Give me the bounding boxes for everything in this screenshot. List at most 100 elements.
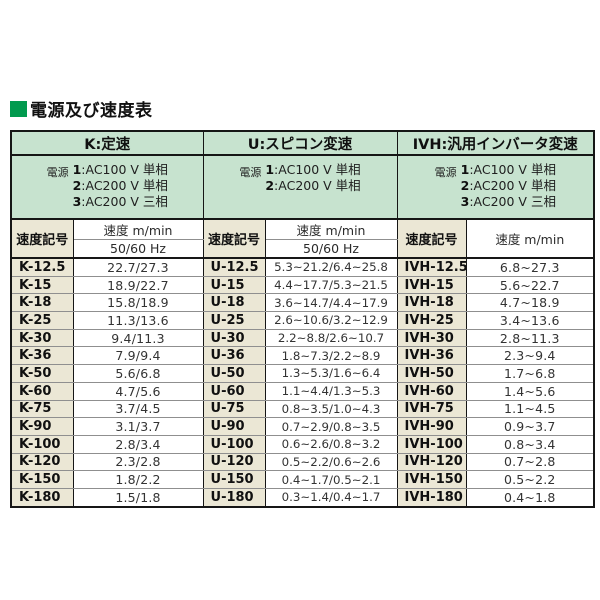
section-heading-row: K:定速 U:スピコン変速 IVH:汎用インバータ変速 bbox=[10, 131, 595, 156]
power-line: 2:AC200 V 単相 bbox=[460, 178, 556, 193]
speed-code-cell: K-180 bbox=[10, 487, 74, 508]
speed-code-cell: K-150 bbox=[10, 470, 74, 489]
speed-code-cell: K-120 bbox=[10, 452, 74, 472]
speed-value-cell: 0.5~2.2/0.6~2.6 bbox=[264, 452, 398, 472]
power-line: 2:AC200 V 単相 bbox=[72, 178, 168, 193]
column-header-row-1: 速度記号 速度 m/min 速度記号 速度 m/min 速度記号 速度 m/mi… bbox=[10, 219, 595, 259]
table-row: K-12.5 22.7/27.3 U-12.5 5.3~21.2/6.4~25.8 IV… bbox=[10, 257, 595, 277]
speed-code-cell: IVH-25 bbox=[396, 311, 467, 330]
col-header-speed-code-u: 速度記号 bbox=[202, 219, 266, 259]
table-row: K-75 3.7/4.5 U-75 0.8~3.5/1.0~4.3 IVH-75 1.1~… bbox=[10, 399, 595, 419]
speed-value-cell: 6.8~27.3 bbox=[465, 257, 595, 277]
speed-value-cell: 2.6~10.6/3.2~12.9 bbox=[264, 311, 398, 330]
speed-code-cell: K-30 bbox=[10, 328, 74, 348]
speed-value-cell: 3.4~13.6 bbox=[465, 311, 595, 330]
col-header-speed-unit-ivh: 速度 m/min bbox=[465, 219, 595, 259]
speed-value-cell: 1.3~5.3/1.6~6.4 bbox=[264, 364, 398, 383]
speed-value-cell: 2.2~8.8/2.6~10.7 bbox=[264, 328, 398, 348]
speed-code-cell: U-15 bbox=[202, 275, 266, 295]
col-header-speed-code-k: 速度記号 bbox=[10, 219, 74, 259]
power-line: 1:AC100 V 単相 bbox=[265, 162, 361, 177]
speed-code-cell: K-60 bbox=[10, 381, 74, 401]
speed-value-cell: 7.9/9.4 bbox=[72, 346, 204, 366]
speed-code-cell: K-100 bbox=[10, 434, 74, 454]
speed-code-cell: U-120 bbox=[202, 452, 266, 472]
speed-code-cell: IVH-90 bbox=[396, 417, 467, 436]
speed-code-cell: U-18 bbox=[202, 293, 266, 313]
speed-value-cell: 4.7/5.6 bbox=[72, 381, 204, 401]
power-label: 電源 bbox=[46, 166, 69, 179]
table-row: K-150 1.8/2.2 U-150 0.4~1.7/0.5~2.1 IVH-150 0… bbox=[10, 470, 595, 489]
speed-code-cell: U-50 bbox=[202, 364, 266, 383]
speed-code-cell: IVH-15 bbox=[396, 275, 467, 295]
speed-code-cell: IVH-30 bbox=[396, 328, 467, 348]
speed-code-cell: IVH-50 bbox=[396, 364, 467, 383]
col-header-hz-k: 50/60 Hz bbox=[72, 239, 204, 259]
speed-value-cell: 1.4~5.6 bbox=[465, 381, 595, 401]
speed-table-body: K-12.5 22.7/27.3 U-12.5 5.3~21.2/6.4~25.8 IV… bbox=[10, 257, 595, 508]
section-heading-u: U:スピコン変速 bbox=[202, 131, 398, 156]
power-line: 3:AC200 V 三相 bbox=[72, 194, 168, 209]
speed-value-cell: 22.7/27.3 bbox=[72, 257, 204, 277]
speed-value-cell: 0.7~2.8 bbox=[465, 452, 595, 472]
power-lines: 1:AC100 V 単相 2:AC200 V 単相 3:AC200 V 三相 bbox=[73, 162, 168, 210]
power-line: 3:AC200 V 三相 bbox=[460, 194, 556, 209]
speed-value-cell: 0.5~2.2 bbox=[465, 470, 595, 489]
speed-value-cell: 0.4~1.7/0.5~2.1 bbox=[264, 470, 398, 489]
speed-code-cell: U-100 bbox=[202, 434, 266, 454]
speed-value-cell: 2.8~11.3 bbox=[465, 328, 595, 348]
table-row: K-18 15.8/18.9 U-18 3.6~14.7/4.4~17.9 IVH-18… bbox=[10, 293, 595, 313]
section-title: 電源及び速度表 bbox=[10, 96, 153, 121]
speed-code-cell: K-75 bbox=[10, 399, 74, 419]
speed-code-cell: U-75 bbox=[202, 399, 266, 419]
speed-code-cell: U-12.5 bbox=[202, 257, 266, 277]
section-heading-k: K:定速 bbox=[10, 131, 204, 156]
speed-value-cell: 4.4~17.7/5.3~21.5 bbox=[264, 275, 398, 295]
power-line: 1:AC100 V 単相 bbox=[460, 162, 556, 177]
speed-value-cell: 1.1~4.5 bbox=[465, 399, 595, 419]
power-lines: 1:AC100 V 単相 2:AC200 V 単相 bbox=[265, 162, 360, 194]
speed-value-cell: 4.7~18.9 bbox=[465, 293, 595, 313]
power-cell-ivh: 電源 1:AC100 V 単相 2:AC200 V 単相 3:AC200 V 三相 bbox=[396, 155, 595, 220]
table-row: K-25 11.3/13.6 U-25 2.6~10.6/3.2~12.9 IVH-25… bbox=[10, 311, 595, 330]
speed-code-cell: IVH-75 bbox=[396, 399, 467, 419]
speed-code-cell: K-36 bbox=[10, 346, 74, 366]
power-line: 1:AC100 V 単相 bbox=[72, 162, 168, 177]
power-label: 電源 bbox=[239, 166, 262, 179]
speed-code-cell: IVH-180 bbox=[396, 487, 467, 508]
speed-code-cell: IVH-150 bbox=[396, 470, 467, 489]
speed-code-cell: K-50 bbox=[10, 364, 74, 383]
power-label: 電源 bbox=[434, 166, 457, 179]
col-header-speed-unit-u: 速度 m/min bbox=[264, 219, 398, 240]
speed-value-cell: 1.1~4.4/1.3~5.3 bbox=[264, 381, 398, 401]
speed-code-cell: IVH-36 bbox=[396, 346, 467, 366]
speed-code-cell: K-12.5 bbox=[10, 257, 74, 277]
table-row: K-100 2.8/3.4 U-100 0.6~2.6/0.8~3.2 IVH-100 0… bbox=[10, 434, 595, 454]
speed-value-cell: 15.8/18.9 bbox=[72, 293, 204, 313]
speed-code-cell: U-25 bbox=[202, 311, 266, 330]
speed-code-cell: U-60 bbox=[202, 381, 266, 401]
table-row: K-120 2.3/2.8 U-120 0.5~2.2/0.6~2.6 IVH-120 0… bbox=[10, 452, 595, 472]
table-row: K-90 3.1/3.7 U-90 0.7~2.9/0.8~3.5 IVH-90 0.9~… bbox=[10, 417, 595, 436]
title-square-icon bbox=[10, 100, 27, 117]
speed-code-cell: K-18 bbox=[10, 293, 74, 313]
table-row: K-180 1.5/1.8 U-180 0.3~1.4/0.4~1.7 IVH-180 0… bbox=[10, 487, 595, 508]
speed-code-cell: IVH-120 bbox=[396, 452, 467, 472]
speed-value-cell: 2.3~9.4 bbox=[465, 346, 595, 366]
speed-value-cell: 3.7/4.5 bbox=[72, 399, 204, 419]
table-row: K-60 4.7/5.6 U-60 1.1~4.4/1.3~5.3 IVH-60 1.4~… bbox=[10, 381, 595, 401]
speed-value-cell: 5.6~22.7 bbox=[465, 275, 595, 295]
power-cell-u: 電源 1:AC100 V 単相 2:AC200 V 単相 bbox=[202, 155, 398, 220]
page-title: 電源及び速度表 bbox=[30, 101, 153, 121]
table-row: K-50 5.6/6.8 U-50 1.3~5.3/1.6~6.4 IVH-50 1.7~… bbox=[10, 364, 595, 383]
power-lines: 1:AC100 V 単相 2:AC200 V 単相 3:AC200 V 三相 bbox=[461, 162, 556, 210]
speed-value-cell: 0.3~1.4/0.4~1.7 bbox=[264, 487, 398, 508]
col-header-hz-u: 50/60 Hz bbox=[264, 239, 398, 259]
power-cell-k: 電源 1:AC100 V 単相 2:AC200 V 単相 3:AC200 V 三相 bbox=[10, 155, 204, 220]
speed-value-cell: 1.5/1.8 bbox=[72, 487, 204, 508]
speed-code-cell: IVH-60 bbox=[396, 381, 467, 401]
speed-value-cell: 1.7~6.8 bbox=[465, 364, 595, 383]
speed-value-cell: 0.8~3.4 bbox=[465, 434, 595, 454]
speed-value-cell: 11.3/13.6 bbox=[72, 311, 204, 330]
